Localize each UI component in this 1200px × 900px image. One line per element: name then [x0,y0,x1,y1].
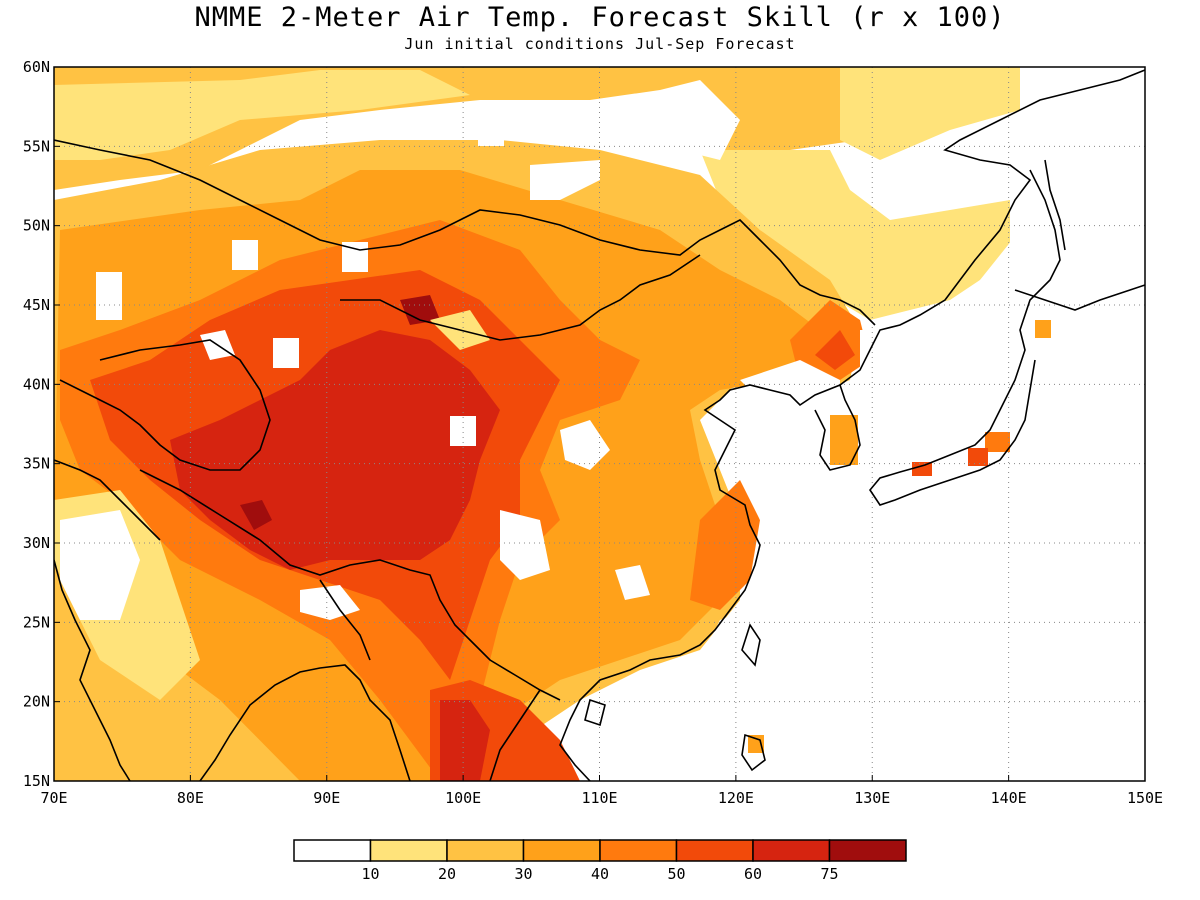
lat-tick-label: 60N [23,58,50,76]
lat-tick-label: 50N [23,217,50,235]
lon-tick-label: 70E [40,789,67,807]
lon-tick-label: 140E [991,789,1027,807]
colorbar-label: 10 [361,865,379,883]
colorbar-swatch [293,839,372,862]
map-title: NMME 2-Meter Air Temp. Forecast Skill (r… [194,2,1006,33]
lon-tick-label: 120E [718,789,754,807]
colorbar-swatch [369,839,448,862]
colorbar-swatch [599,839,678,862]
lon-tick-label: 100E [445,789,481,807]
map-subtitle: Jun initial conditions Jul-Sep Forecast [404,35,796,53]
colorbar-swatch [752,839,831,862]
lat-tick-label: 30N [23,534,50,552]
lat-tick-label: 15N [23,772,50,790]
colorbar-swatch [828,839,907,862]
colorbar-swatch [675,839,754,862]
colorbar-swatch [522,839,601,862]
colorbar-label: 30 [514,865,532,883]
colorbar-swatch [446,839,525,862]
colorbar-label: 75 [820,865,838,883]
lat-tick-label: 35N [23,455,50,473]
lat-tick-label: 55N [23,137,50,155]
colorbar-label: 20 [438,865,456,883]
map-grid [54,67,1145,781]
lon-tick-label: 110E [581,789,617,807]
colorbar-label: 40 [591,865,609,883]
latitude-ticks: 60N 55N 50N 45N 40N 35N 30N 25N 20N 15N [23,58,60,790]
lon-tick-label: 80E [177,789,204,807]
colorbar: 10 20 30 40 50 60 75 [293,839,907,883]
lon-tick-label: 90E [313,789,340,807]
longitude-ticks: 70E 80E 90E 100E 110E 120E 130E 140E 150E [40,775,1163,807]
lat-tick-label: 25N [23,613,50,631]
lat-tick-label: 20N [23,693,50,711]
lat-tick-label: 40N [23,375,50,393]
skill-field [54,67,1145,781]
lon-tick-label: 130E [854,789,890,807]
colorbar-label: 60 [744,865,762,883]
coastlines [54,69,1145,781]
lon-tick-label: 150E [1127,789,1163,807]
colorbar-label: 50 [667,865,685,883]
lat-tick-label: 45N [23,296,50,314]
